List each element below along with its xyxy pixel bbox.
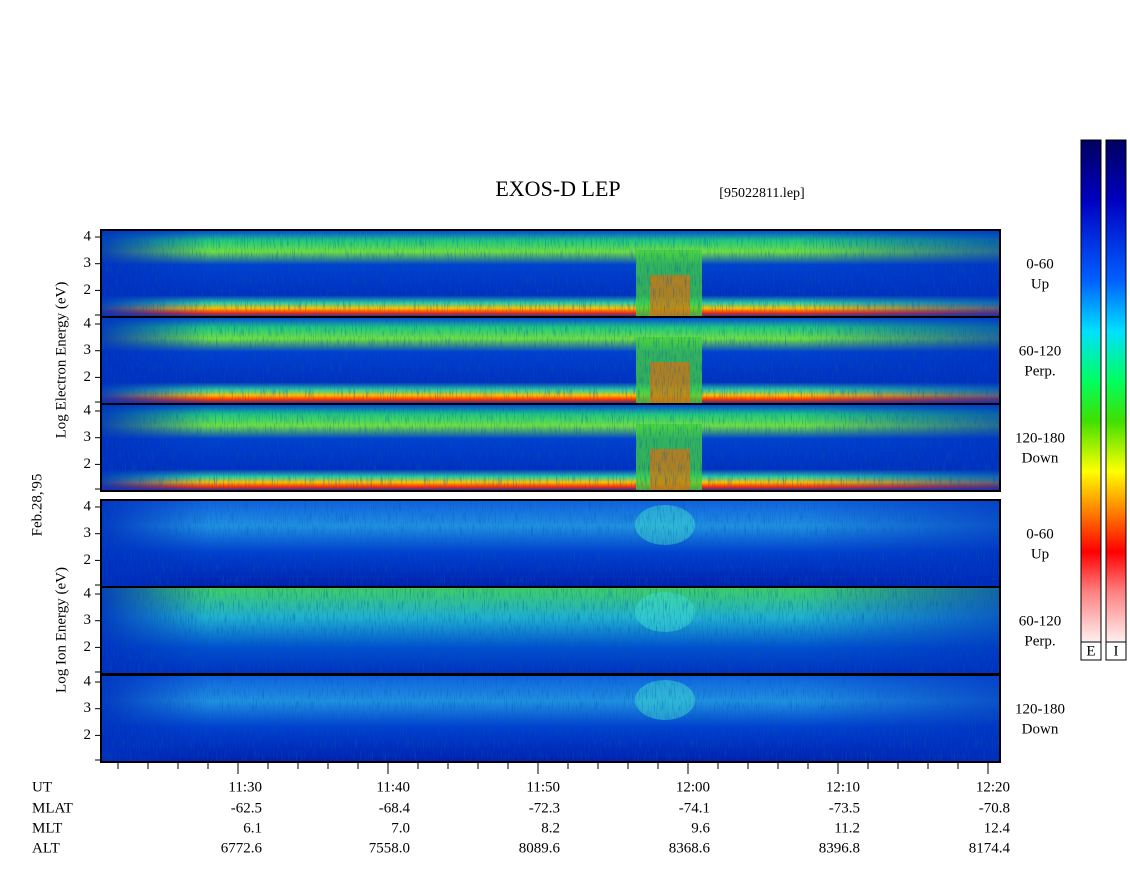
panel-range: 120-180 [1015, 430, 1065, 446]
row-value: -73.5 [829, 800, 860, 816]
row-label: UT [32, 779, 52, 795]
panel-direction: Up [1031, 276, 1049, 292]
time-label: 12:10 [826, 779, 860, 795]
y-tick-label: 3 [84, 612, 92, 628]
row-value: 12.4 [984, 820, 1011, 836]
spectrogram-noise [101, 500, 1000, 587]
row-value: 8368.6 [669, 840, 711, 856]
panel-range: 60-120 [1019, 343, 1062, 359]
spectrogram-noise [101, 404, 1000, 491]
row-value: 8089.6 [519, 840, 561, 856]
time-label: 11:30 [228, 779, 262, 795]
panel-range: 0-60 [1026, 256, 1054, 272]
panel-range: 0-60 [1026, 526, 1054, 542]
row-value: 9.6 [691, 820, 710, 836]
row-label: MLAT [32, 800, 73, 816]
time-label: 12:20 [976, 779, 1010, 795]
y-tick-label: 4 [84, 228, 92, 244]
time-label: 11:40 [376, 779, 410, 795]
row-value: -68.4 [379, 800, 411, 816]
row-value: 6.1 [243, 820, 262, 836]
ion-axis-label: Log Ion Energy (eV) [53, 567, 69, 693]
row-value: -72.3 [529, 800, 560, 816]
row-label: MLT [32, 820, 62, 836]
y-tick-label: 4 [84, 585, 92, 601]
panel-direction: Down [1022, 450, 1059, 466]
time-label: 12:00 [676, 779, 710, 795]
y-tick-label: 4 [84, 673, 92, 689]
y-tick-label: 2 [84, 369, 92, 385]
colorbar-label: I [1114, 643, 1119, 659]
row-value: 8396.8 [819, 840, 860, 856]
colorbar-label-box [1105, 641, 1127, 661]
panel-direction: Perp. [1024, 633, 1055, 649]
colorbar-label-box [1080, 641, 1102, 661]
y-tick-label: 4 [84, 402, 92, 418]
panel-frame [100, 403, 1001, 492]
row-value: 11.2 [834, 820, 860, 836]
colorbar-i [1105, 139, 1127, 643]
row-value: -70.8 [979, 800, 1010, 816]
row-value: 7.0 [391, 820, 410, 836]
electron-axis-label: Log Electron Energy (eV) [53, 282, 69, 439]
colorbar-e [1080, 139, 1102, 643]
y-tick-label: 3 [84, 525, 92, 541]
panel-range: 60-120 [1019, 613, 1062, 629]
date-label: Feb.28,'95 [29, 474, 45, 537]
y-tick-label: 3 [84, 429, 92, 445]
spectrogram-noise [101, 317, 1000, 404]
y-tick-label: 3 [84, 342, 92, 358]
row-value: 7558.0 [369, 840, 410, 856]
y-tick-label: 4 [84, 315, 92, 331]
colorbar-label: E [1086, 643, 1095, 659]
row-label: ALT [32, 840, 60, 856]
spectrogram-noise [101, 675, 1000, 762]
panel-direction: Down [1022, 721, 1059, 737]
panel-range: 120-180 [1015, 701, 1065, 717]
spectrogram-noise [101, 230, 1000, 317]
y-tick-label: 4 [84, 498, 92, 514]
spectrogram-noise [101, 587, 1000, 674]
y-tick-label: 2 [84, 552, 92, 568]
panel-direction: Up [1031, 546, 1049, 562]
row-value: 6772.6 [221, 840, 263, 856]
row-value: -74.1 [679, 800, 710, 816]
time-label: 11:50 [526, 779, 560, 795]
y-tick-label: 2 [84, 727, 92, 743]
panel-direction: Perp. [1024, 363, 1055, 379]
row-value: 8.2 [541, 820, 560, 836]
y-tick-label: 2 [84, 639, 92, 655]
y-tick-label: 3 [84, 700, 92, 716]
title: EXOS-D LEP [495, 176, 620, 201]
y-tick-label: 2 [84, 456, 92, 472]
row-value: 8174.4 [969, 840, 1011, 856]
row-value: -62.5 [231, 800, 262, 816]
y-tick-label: 2 [84, 282, 92, 298]
file-name: [95022811.lep] [719, 186, 804, 201]
y-tick-label: 3 [84, 255, 92, 271]
